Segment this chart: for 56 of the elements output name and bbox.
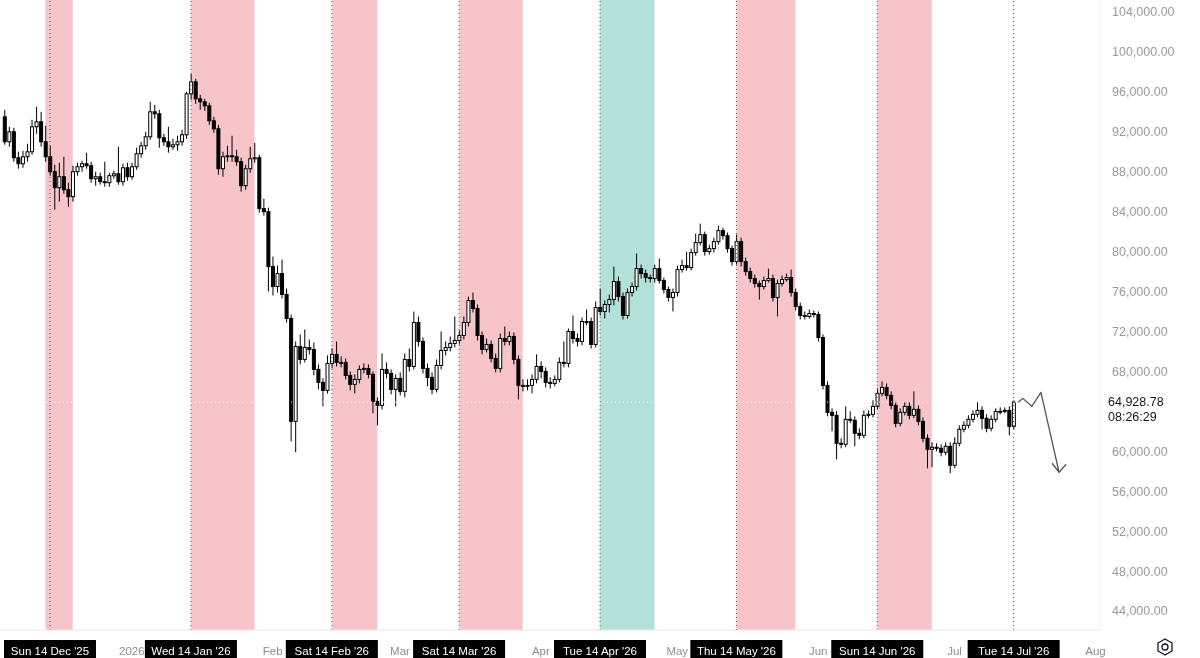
candlestick bbox=[102, 161, 107, 188]
candlestick bbox=[757, 280, 762, 301]
x-tick-label: Feb bbox=[262, 645, 283, 657]
candlestick bbox=[775, 279, 780, 317]
candlestick bbox=[57, 162, 62, 203]
candlestick bbox=[557, 356, 562, 383]
candlestick bbox=[116, 146, 121, 186]
y-tick-label: 104,000.00 bbox=[1112, 5, 1175, 20]
y-tick-label: 88,000.00 bbox=[1112, 165, 1168, 180]
x-tick-label: Wed 14 Jan '26 bbox=[151, 645, 231, 657]
y-tick-label: 80,000.00 bbox=[1112, 245, 1168, 260]
candlestick bbox=[948, 441, 953, 474]
x-tick-label: Apr bbox=[531, 645, 551, 657]
x-tick-label: Sun 14 Jun '26 bbox=[839, 645, 916, 657]
y-tick-label: 100,000.00 bbox=[1112, 45, 1175, 60]
x-tick-label: Tue 14 Apr '26 bbox=[562, 645, 638, 657]
candlestick bbox=[734, 234, 739, 266]
candlestick bbox=[302, 328, 307, 363]
y-tick-label: 44,000.00 bbox=[1112, 604, 1168, 619]
candlestick bbox=[157, 109, 162, 149]
x-tick-label: Sat 14 Mar '26 bbox=[421, 645, 497, 657]
x-tick-label: Sat 14 Feb '26 bbox=[294, 645, 370, 657]
y-tick-label: 96,000.00 bbox=[1112, 85, 1168, 100]
y-tick-label: 76,000.00 bbox=[1112, 284, 1168, 299]
candlestick bbox=[684, 251, 689, 272]
line-series bbox=[1017, 391, 1060, 473]
x-tick-label: Thu 14 May '26 bbox=[696, 645, 776, 657]
y-tick-label: 52,000.00 bbox=[1112, 524, 1168, 539]
y-tick-label: 92,000.00 bbox=[1112, 125, 1168, 140]
y-tick-label: 60,000.00 bbox=[1112, 444, 1168, 459]
y-tick-label: 84,000.00 bbox=[1112, 205, 1168, 220]
y-tick-label: 68,000.00 bbox=[1112, 364, 1168, 379]
y-tick-label: 48,000.00 bbox=[1112, 564, 1168, 579]
candlestick bbox=[702, 231, 707, 257]
x-tick-label: Tue 14 Jul '26 bbox=[977, 645, 1050, 657]
x-tick-label: Aug bbox=[1085, 645, 1106, 657]
candlestick bbox=[334, 340, 339, 367]
text: 08:26:29 bbox=[1108, 410, 1157, 425]
x-tick-label: Mar bbox=[390, 645, 411, 657]
candlestick bbox=[275, 265, 280, 294]
candlestick bbox=[166, 126, 171, 154]
x-tick-label: 2026 bbox=[119, 645, 145, 657]
x-tick-label: May bbox=[666, 645, 689, 657]
x-tick-label: Jul bbox=[947, 645, 962, 657]
candlestick bbox=[352, 373, 357, 394]
y-tick-label: 56,000.00 bbox=[1112, 484, 1168, 499]
candlestick bbox=[1007, 405, 1012, 436]
x-tick-label: Sun 14 Dec '25 bbox=[10, 645, 90, 657]
candlestick bbox=[207, 102, 212, 126]
ref-line-label: 64,928.78 bbox=[1108, 395, 1164, 410]
candlestick bbox=[543, 366, 548, 388]
candlestick bbox=[193, 78, 198, 105]
candlestick bbox=[852, 415, 857, 447]
y-tick-label: 72,000.00 bbox=[1112, 324, 1168, 339]
candlestick bbox=[452, 316, 457, 348]
x-tick-label: Jun bbox=[808, 645, 828, 657]
